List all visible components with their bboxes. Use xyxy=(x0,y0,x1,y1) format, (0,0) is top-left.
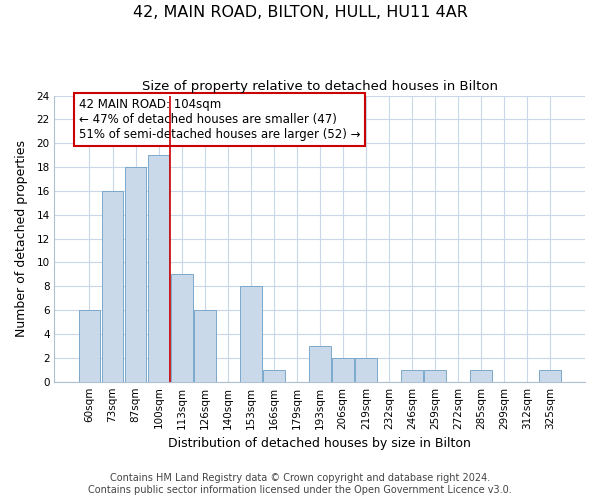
X-axis label: Distribution of detached houses by size in Bilton: Distribution of detached houses by size … xyxy=(168,437,471,450)
Bar xyxy=(332,358,353,382)
Bar xyxy=(263,370,284,382)
Bar xyxy=(470,370,492,382)
Bar xyxy=(148,155,169,382)
Text: 42 MAIN ROAD: 104sqm
← 47% of detached houses are smaller (47)
51% of semi-detac: 42 MAIN ROAD: 104sqm ← 47% of detached h… xyxy=(79,98,361,141)
Text: 42, MAIN ROAD, BILTON, HULL, HU11 4AR: 42, MAIN ROAD, BILTON, HULL, HU11 4AR xyxy=(133,5,467,20)
Title: Size of property relative to detached houses in Bilton: Size of property relative to detached ho… xyxy=(142,80,498,93)
Bar xyxy=(240,286,262,382)
Bar xyxy=(125,167,146,382)
Bar xyxy=(309,346,331,382)
Bar xyxy=(194,310,215,382)
Bar xyxy=(424,370,446,382)
Bar xyxy=(101,191,124,382)
Y-axis label: Number of detached properties: Number of detached properties xyxy=(15,140,28,337)
Bar xyxy=(79,310,100,382)
Text: Contains HM Land Registry data © Crown copyright and database right 2024.
Contai: Contains HM Land Registry data © Crown c… xyxy=(88,474,512,495)
Bar xyxy=(355,358,377,382)
Bar xyxy=(401,370,423,382)
Bar xyxy=(539,370,561,382)
Bar xyxy=(170,274,193,382)
